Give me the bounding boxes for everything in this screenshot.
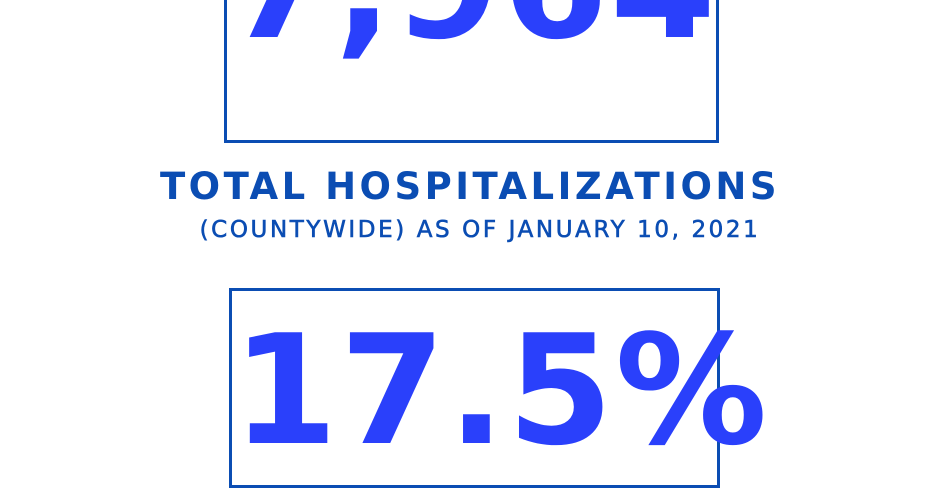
stat-box-hospitalizations: 7,964 [224,0,719,143]
stat-title: TOTAL HOSPITALIZATIONS [159,165,781,208]
stat-value-hospitalizations: 7,964 [227,0,716,61]
stat-box-percentage: 17.5% [229,288,770,488]
stat-value-percentage: 17.5% [232,302,770,479]
stat-subtitle: (COUNTYWIDE) AS OF JANUARY 10, 2021 [199,217,761,244]
